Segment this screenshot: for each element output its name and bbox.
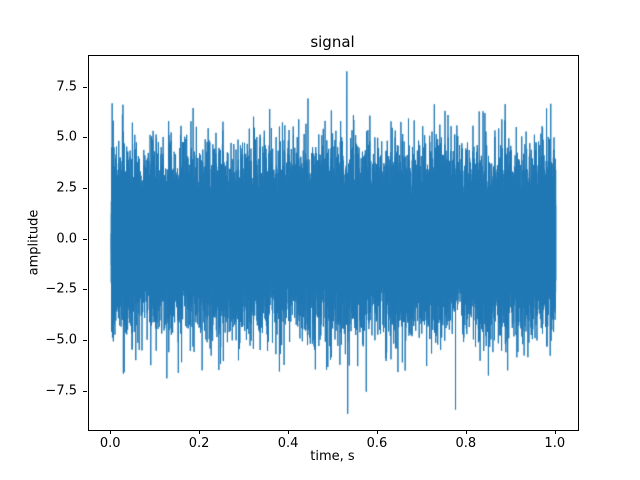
x-axis-label: time, s <box>310 449 355 464</box>
y-tick-mark <box>83 339 87 341</box>
y-tick-label: −2.5 <box>45 281 77 297</box>
x-tick-label: 0.4 <box>277 436 299 451</box>
x-tick-label: 0.2 <box>188 436 210 451</box>
x-tick-label: 1.0 <box>544 436 566 451</box>
chart-title: signal <box>310 33 355 51</box>
y-tick-label: −7.5 <box>45 383 77 398</box>
x-tick-mark <box>288 430 290 434</box>
y-tick-mark <box>83 137 87 139</box>
plot-area <box>88 55 579 431</box>
x-tick-mark <box>554 430 556 434</box>
y-tick-mark <box>83 238 87 240</box>
x-tick-mark <box>465 430 467 434</box>
y-tick-mark <box>83 86 87 88</box>
x-tick-label: 0.8 <box>455 436 477 451</box>
y-tick-label: 2.5 <box>56 180 77 196</box>
y-tick-label: 0.0 <box>56 231 77 247</box>
y-tick-label: −5.0 <box>45 332 77 348</box>
y-tick-mark <box>83 187 87 189</box>
x-tick-mark <box>199 430 201 434</box>
x-tick-mark <box>110 430 112 434</box>
y-tick-label: 7.5 <box>56 79 77 95</box>
x-tick-label: 0.6 <box>366 436 388 451</box>
y-tick-label: 5.0 <box>56 129 77 145</box>
x-tick-mark <box>376 430 378 434</box>
signal-trace-canvas <box>89 56 578 430</box>
x-tick-label: 0.0 <box>99 436 121 451</box>
y-tick-mark <box>83 390 87 392</box>
y-tick-mark <box>83 289 87 291</box>
